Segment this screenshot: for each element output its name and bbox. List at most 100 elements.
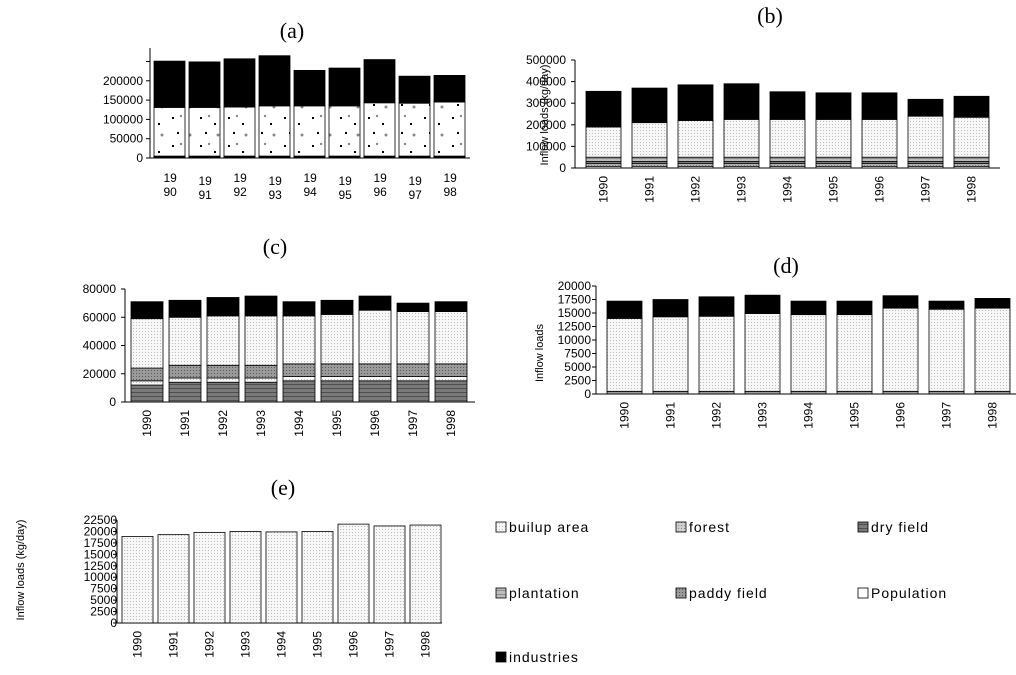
x-tick-label: 1996	[894, 402, 908, 429]
bar-paddy_field-1993	[244, 364, 278, 379]
bar-population-1998	[433, 101, 466, 157]
y-axis-label: Inflow loads	[534, 323, 546, 382]
bar-population-1995	[815, 119, 852, 158]
x-tick-label: 1995	[827, 176, 841, 203]
bar-industries-1990	[585, 90, 622, 128]
bar-industries-1996	[861, 92, 898, 120]
bar-industries-1998	[433, 75, 466, 103]
legend-item-population: Population	[857, 585, 947, 601]
bar-population-1996	[363, 102, 396, 157]
bar-paddy_field-1997	[928, 390, 965, 395]
bar-population-1993	[744, 313, 781, 392]
bar-population-1992	[677, 120, 714, 158]
x-tick-label: 1994	[781, 176, 795, 203]
bar-population-1994	[282, 315, 316, 365]
bar-industries-1992	[206, 297, 240, 317]
x-tick-label: 1990	[140, 410, 154, 437]
x-tick-label: 1996	[368, 410, 382, 437]
bar-population-1996	[882, 307, 919, 392]
x-tick-label: 1992	[689, 176, 703, 203]
bar-industries-1992	[677, 84, 714, 121]
legend-swatch	[495, 521, 507, 533]
y-axis-label: Inflow loads (kg/day)	[539, 65, 551, 166]
bar-dry_field-1991	[168, 381, 202, 403]
legend-item-paddy_field: paddy field	[675, 585, 767, 601]
y-tick-label: 20000	[558, 279, 592, 293]
bar-paddy_field-1998	[974, 390, 1011, 395]
legend-label: dry field	[871, 519, 929, 535]
x-tick-label: 1997	[383, 631, 397, 658]
x-tick-label: 1996	[873, 176, 887, 203]
bar-population-1995	[320, 314, 354, 365]
y-tick-label: 20000	[84, 524, 118, 538]
x-tick-label: 1995	[311, 631, 325, 658]
bar-dry_field-1997	[396, 380, 430, 403]
bar-population-1994	[790, 314, 827, 392]
bar-paddy_field-1995	[320, 363, 354, 377]
bar-population-1997	[396, 311, 430, 365]
y-tick-label: 60000	[83, 310, 117, 324]
x-tick-label: 1993	[735, 176, 749, 203]
x-tick-label: 1992	[203, 631, 217, 658]
bar-dry_field-1998	[434, 380, 468, 403]
chart-title: (a)	[280, 18, 304, 43]
bar-plantation-1997	[907, 156, 944, 162]
x-tick-label: 98	[444, 185, 458, 199]
bar-industries-1993	[258, 55, 291, 107]
chart-a: (a)0500001000001500002000001990199119921…	[103, 18, 470, 202]
bar-population-1997	[398, 102, 431, 157]
x-tick-label: 1990	[597, 176, 611, 203]
bar-industries-1998	[434, 301, 468, 312]
x-tick-label: 19	[234, 171, 248, 185]
chart-title: (d)	[773, 253, 799, 278]
x-tick-label: 19	[304, 171, 318, 185]
x-tick-label: 95	[339, 188, 353, 202]
x-tick-label: 19	[199, 174, 213, 188]
bar-paddy_field-1994	[282, 363, 316, 377]
y-tick-label: 10000	[558, 333, 592, 347]
bar-population-1997	[928, 308, 965, 392]
bar-plantation-1994	[769, 156, 806, 162]
bar-paddy_field-1993	[744, 390, 781, 395]
bar-population-1996	[861, 119, 898, 158]
x-tick-label: 1997	[919, 176, 933, 203]
bar-industries-1995	[836, 300, 873, 316]
chart-title: (b)	[757, 3, 783, 28]
legend-label: Population	[871, 585, 947, 601]
bar-builup_area-1991	[168, 377, 202, 383]
bar-industries-1994	[769, 91, 806, 120]
y-tick-label: 50000	[110, 132, 144, 146]
legend-label: builup area	[509, 519, 589, 535]
legend-swatch	[675, 587, 687, 599]
bar-industries-1993	[744, 294, 781, 314]
y-tick-label: 12500	[558, 320, 592, 334]
bar-dry_field-1994	[282, 380, 316, 403]
y-tick-label: 500000	[526, 53, 566, 67]
bar-dry_field-1990	[130, 384, 164, 403]
bar-builup_area-1994	[282, 376, 316, 382]
chart-title: (c)	[263, 234, 287, 259]
x-tick-label: 94	[304, 185, 318, 199]
y-tick-label: 17500	[84, 536, 118, 550]
x-tick-label: 1998	[965, 176, 979, 203]
y-tick-label: 10000	[84, 570, 118, 584]
chart-b: (b) Inflow loads (kg/day) 0 100000 200000 300…	[526, 3, 1000, 203]
x-tick-label: 1992	[216, 410, 230, 437]
bar-plantation-1991	[631, 156, 668, 162]
y-tick-label: 400000	[526, 75, 566, 89]
chart-e: (e) Inflow loads (kg/day) 0250050007500100…	[15, 475, 442, 658]
y-tick-label: 22500	[84, 513, 118, 527]
bar-paddy_field-1990	[606, 390, 643, 395]
x-tick-label: 92	[234, 185, 248, 199]
x-tick-label: 96	[374, 185, 388, 199]
bar-dry_field-1992	[206, 381, 240, 403]
legend-item-builup_area: builup area	[495, 519, 589, 535]
bar-industries-1998	[953, 95, 990, 118]
bar-paddy_field-1994	[790, 390, 827, 395]
bar-industries-1990	[130, 301, 164, 320]
x-tick-label: 91	[199, 188, 213, 202]
x-tick-label: 19	[409, 174, 423, 188]
x-tick-label: 1990	[618, 402, 632, 429]
x-tick-label: 1995	[848, 402, 862, 429]
